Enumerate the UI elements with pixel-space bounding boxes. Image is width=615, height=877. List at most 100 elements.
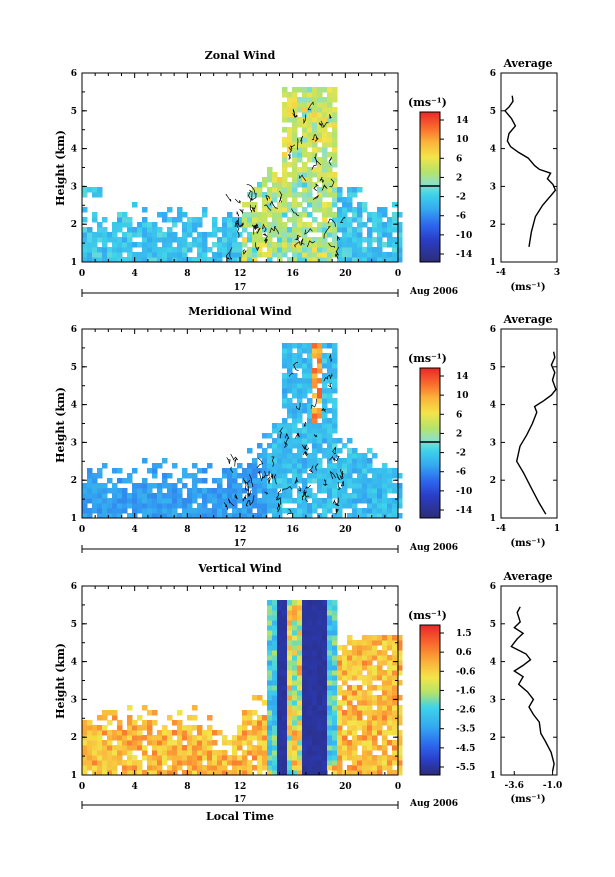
heatmap-cell bbox=[312, 393, 318, 399]
heatmap-cell bbox=[352, 670, 358, 676]
heatmap-field bbox=[82, 87, 403, 263]
heatmap-cell bbox=[332, 152, 338, 158]
heatmap-cell bbox=[282, 142, 288, 148]
heatmap-cell bbox=[167, 765, 173, 771]
heatmap-cell bbox=[162, 755, 168, 761]
heatmap-cell bbox=[312, 102, 318, 108]
heatmap-cell bbox=[282, 680, 288, 686]
heatmap-cell bbox=[342, 680, 348, 686]
heatmap-cell bbox=[367, 755, 373, 761]
heatmap-cell bbox=[302, 212, 308, 218]
heatmap-cell bbox=[307, 640, 313, 646]
heatmap-cell bbox=[132, 468, 138, 474]
heatmap-cell bbox=[287, 690, 293, 696]
heatmap-cell bbox=[292, 423, 298, 429]
heatmap-cell bbox=[332, 488, 338, 494]
heatmap-cell bbox=[137, 503, 143, 509]
heatmap-cell bbox=[257, 765, 263, 771]
heatmap-cell bbox=[187, 508, 193, 514]
heatmap-cell bbox=[287, 403, 293, 409]
heatmap-cell bbox=[172, 740, 178, 746]
heatmap-cell bbox=[337, 670, 343, 676]
heatmap-cell bbox=[377, 650, 383, 656]
x-tick-label: 16 bbox=[286, 269, 299, 279]
heatmap-cell bbox=[137, 483, 143, 489]
heatmap-cell bbox=[342, 197, 348, 203]
heatmap-cell bbox=[317, 695, 323, 701]
heatmap-cell bbox=[387, 513, 393, 519]
heatmap-cell bbox=[292, 645, 298, 651]
heatmap-cell bbox=[302, 112, 308, 118]
heatmap-cell bbox=[337, 478, 343, 484]
heatmap-cell bbox=[267, 508, 273, 514]
heatmap-cell bbox=[237, 252, 243, 258]
heatmap-cell bbox=[302, 468, 308, 474]
heatmap-cell bbox=[207, 745, 213, 751]
heatmap-cell bbox=[147, 725, 153, 731]
heatmap-cell bbox=[287, 202, 293, 208]
heatmap-cell bbox=[277, 443, 283, 449]
heatmap-cell bbox=[102, 770, 108, 776]
heatmap-cell bbox=[282, 92, 288, 98]
heatmap-cell bbox=[312, 705, 318, 711]
heatmap-cell bbox=[177, 498, 183, 504]
heatmap-cell bbox=[202, 508, 208, 514]
contour-line bbox=[247, 489, 252, 498]
heatmap-cell bbox=[297, 463, 303, 469]
heatmap-cell bbox=[287, 378, 293, 384]
heatmap-cell bbox=[367, 650, 373, 656]
heatmap-cell bbox=[147, 227, 153, 233]
heatmap-cell bbox=[262, 493, 268, 499]
heatmap-cell bbox=[317, 610, 323, 616]
heatmap-cell bbox=[312, 735, 318, 741]
heatmap-cell bbox=[392, 770, 398, 776]
heatmap-cell bbox=[367, 478, 373, 484]
x-tick-label: 12 bbox=[234, 269, 247, 279]
heatmap-cell bbox=[387, 675, 393, 681]
heatmap-cell bbox=[272, 715, 278, 721]
heatmap-cell bbox=[377, 222, 383, 228]
heatmap-cell bbox=[327, 690, 333, 696]
heatmap-cell bbox=[287, 117, 293, 123]
heatmap-cell bbox=[322, 142, 328, 148]
heatmap-cell bbox=[322, 187, 328, 193]
heatmap-cell bbox=[382, 473, 388, 479]
heatmap-cell bbox=[317, 87, 323, 93]
heatmap-cell bbox=[257, 498, 263, 504]
heatmap-cell bbox=[177, 252, 183, 258]
heatmap-cell bbox=[332, 448, 338, 454]
heatmap-cell bbox=[297, 750, 303, 756]
heatmap-cell bbox=[187, 242, 193, 248]
heatmap-cell bbox=[237, 483, 243, 489]
heatmap-cell bbox=[107, 755, 113, 761]
heatmap-cell bbox=[262, 508, 268, 514]
heatmap-cell bbox=[237, 232, 243, 238]
heatmap-cell bbox=[387, 770, 393, 776]
heatmap-cell bbox=[187, 488, 193, 494]
heatmap-cell bbox=[267, 207, 273, 213]
day-label: 17 bbox=[234, 795, 247, 805]
heatmap-cell bbox=[117, 740, 123, 746]
heatmap-cell bbox=[172, 765, 178, 771]
heatmap-cell bbox=[92, 217, 98, 223]
heatmap-cell bbox=[397, 232, 403, 238]
heatmap-cell bbox=[172, 730, 178, 736]
heatmap-cell bbox=[282, 222, 288, 228]
heatmap-field bbox=[82, 600, 403, 776]
heatmap-cell bbox=[282, 620, 288, 626]
heatmap-cell bbox=[197, 755, 203, 761]
heatmap-cell bbox=[327, 463, 333, 469]
heatmap-cell bbox=[277, 715, 283, 721]
heatmap-cell bbox=[357, 735, 363, 741]
heatmap-cell bbox=[127, 765, 133, 771]
heatmap-cell bbox=[232, 745, 238, 751]
heatmap-cell bbox=[377, 765, 383, 771]
heatmap-cell bbox=[262, 458, 268, 464]
heatmap-cell bbox=[272, 187, 278, 193]
heatmap-cell bbox=[267, 750, 273, 756]
heatmap-cell bbox=[222, 252, 228, 258]
contour-line bbox=[237, 226, 240, 238]
heatmap-cell bbox=[242, 730, 248, 736]
heatmap-cell bbox=[337, 217, 343, 223]
contour-line bbox=[329, 114, 332, 119]
